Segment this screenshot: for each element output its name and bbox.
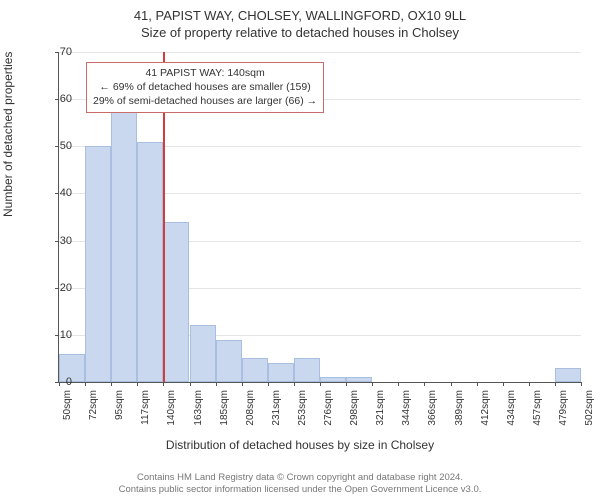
page-subtitle: Size of property relative to detached ho… <box>0 23 600 40</box>
xtick-label: 502sqm <box>584 390 595 430</box>
page-title: 41, PAPIST WAY, CHOLSEY, WALLINGFORD, OX… <box>0 0 600 23</box>
xtick-mark <box>372 382 373 386</box>
xtick-mark <box>320 382 321 386</box>
xtick-label: 276sqm <box>323 390 334 430</box>
y-axis-label: Number of detached properties <box>1 52 15 217</box>
xtick-mark <box>346 382 347 386</box>
info-callout: 41 PAPIST WAY: 140sqm← 69% of detached h… <box>86 62 324 113</box>
xtick-label: 434sqm <box>506 390 517 430</box>
xtick-mark <box>451 382 452 386</box>
xtick-mark <box>268 382 269 386</box>
xtick-mark <box>503 382 504 386</box>
info-line-2: ← 69% of detached houses are smaller (15… <box>93 80 317 94</box>
ytick-label: 0 <box>66 376 72 388</box>
xtick-label: 95sqm <box>114 390 125 430</box>
xtick-mark <box>555 382 556 386</box>
ytick-mark <box>55 146 59 147</box>
histogram-bar <box>294 358 320 382</box>
ytick-label: 40 <box>60 187 72 199</box>
xtick-label: 140sqm <box>166 390 177 430</box>
ytick-mark <box>55 241 59 242</box>
footer-line-2: Contains public sector information licen… <box>0 484 600 496</box>
ytick-mark <box>55 193 59 194</box>
xtick-label: 163sqm <box>193 390 204 430</box>
xtick-mark <box>294 382 295 386</box>
xtick-mark <box>424 382 425 386</box>
histogram-bar <box>242 358 268 382</box>
xtick-mark <box>581 382 582 386</box>
histogram-bar <box>555 368 581 382</box>
histogram-bar <box>268 363 294 382</box>
info-line-1: 41 PAPIST WAY: 140sqm <box>93 66 317 80</box>
x-axis-label: Distribution of detached houses by size … <box>0 438 600 452</box>
xtick-label: 50sqm <box>62 390 73 430</box>
ytick-label: 20 <box>60 282 72 294</box>
xtick-mark <box>190 382 191 386</box>
xtick-label: 479sqm <box>558 390 569 430</box>
xtick-label: 389sqm <box>454 390 465 430</box>
footer-attribution: Contains HM Land Registry data © Crown c… <box>0 472 600 496</box>
xtick-label: 457sqm <box>532 390 543 430</box>
gridline-h <box>59 52 581 53</box>
footer-line-1: Contains HM Land Registry data © Crown c… <box>0 472 600 484</box>
xtick-label: 412sqm <box>480 390 491 430</box>
xtick-label: 72sqm <box>88 390 99 430</box>
xtick-mark <box>398 382 399 386</box>
xtick-mark <box>85 382 86 386</box>
xtick-label: 344sqm <box>401 390 412 430</box>
xtick-mark <box>137 382 138 386</box>
histogram-bar <box>346 377 372 382</box>
xtick-mark <box>163 382 164 386</box>
histogram-bar <box>137 142 163 382</box>
histogram-bar <box>320 377 346 382</box>
xtick-label: 253sqm <box>297 390 308 430</box>
ytick-label: 50 <box>60 140 72 152</box>
xtick-mark <box>111 382 112 386</box>
xtick-mark <box>216 382 217 386</box>
xtick-label: 321sqm <box>375 390 386 430</box>
xtick-label: 185sqm <box>219 390 230 430</box>
ytick-label: 60 <box>60 93 72 105</box>
histogram-bar <box>190 325 216 382</box>
xtick-label: 298sqm <box>349 390 360 430</box>
ytick-label: 30 <box>60 235 72 247</box>
xtick-mark <box>529 382 530 386</box>
ytick-label: 70 <box>60 46 72 58</box>
xtick-label: 366sqm <box>427 390 438 430</box>
histogram-bar <box>163 222 189 382</box>
ytick-label: 10 <box>60 329 72 341</box>
xtick-label: 117sqm <box>140 390 151 430</box>
xtick-label: 208sqm <box>245 390 256 430</box>
ytick-mark <box>55 288 59 289</box>
xtick-mark <box>59 382 60 386</box>
ytick-mark <box>55 335 59 336</box>
xtick-label: 231sqm <box>271 390 282 430</box>
histogram-bar <box>111 109 137 382</box>
xtick-mark <box>242 382 243 386</box>
histogram-bar <box>216 340 242 382</box>
info-line-3: 29% of semi-detached houses are larger (… <box>93 94 317 108</box>
xtick-mark <box>477 382 478 386</box>
ytick-mark <box>55 99 59 100</box>
histogram-bar <box>85 146 111 382</box>
ytick-mark <box>55 52 59 53</box>
histogram-bar <box>59 354 85 382</box>
